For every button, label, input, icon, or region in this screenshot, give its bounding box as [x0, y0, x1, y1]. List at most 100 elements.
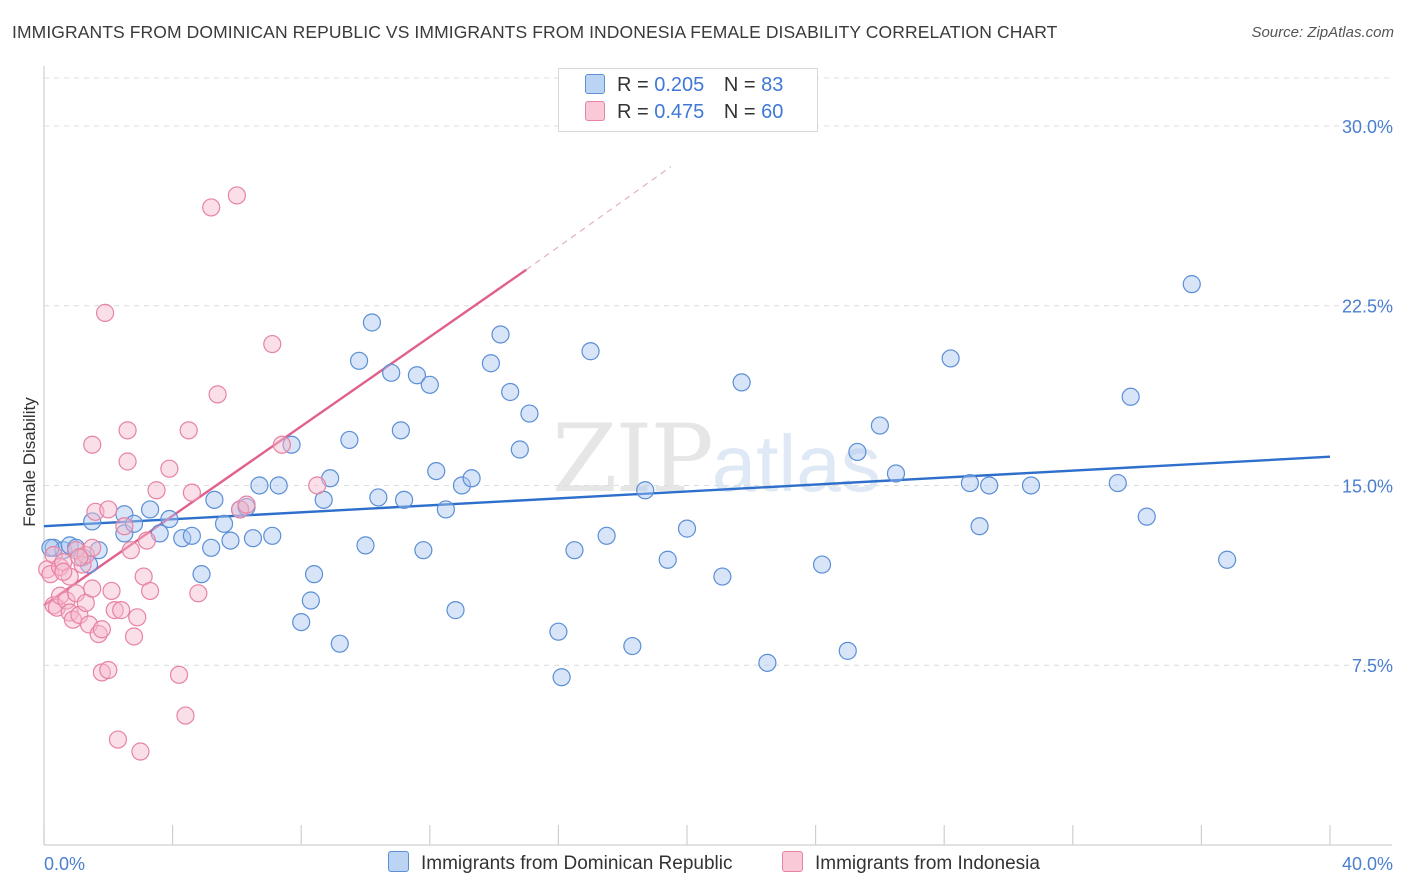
chart-title: IMMIGRANTS FROM DOMINICAN REPUBLIC VS IM… [12, 22, 1058, 42]
point-dominican [263, 526, 282, 545]
point-dominican [301, 591, 320, 610]
point-indonesia [237, 495, 256, 514]
bottom-legend-dominican: Immigrants from Dominican Republic [388, 851, 733, 875]
point-indonesia [189, 584, 208, 603]
point-dominican [349, 351, 369, 370]
point-dominican [501, 382, 520, 402]
point-dominican [1218, 550, 1237, 569]
point-indonesia [202, 198, 221, 217]
point-indonesia [208, 385, 227, 404]
point-indonesia [83, 435, 102, 454]
point-indonesia [140, 581, 160, 601]
point-dominican [758, 653, 777, 672]
point-dominican [140, 500, 160, 519]
point-indonesia [169, 665, 189, 684]
point-dominican [549, 622, 568, 641]
point-dominican [677, 519, 697, 538]
point-indonesia [118, 421, 137, 440]
legend-r-label: R = [617, 101, 649, 123]
legend-n-label: N = [723, 101, 756, 123]
legend-row-indonesia: R = 0.475 N = 60 [585, 101, 783, 129]
point-indonesia [57, 591, 76, 610]
point-dominican [214, 514, 234, 533]
point-dominican [414, 541, 433, 560]
legend-swatch-dominican [585, 74, 605, 94]
point-indonesia [227, 186, 246, 205]
point-indonesia [83, 579, 102, 598]
point-dominican [202, 538, 221, 557]
point-dominican [330, 634, 349, 653]
point-dominican [407, 366, 427, 385]
point-dominican [838, 641, 857, 660]
point-dominican [1021, 476, 1041, 495]
point-dominican [362, 313, 382, 332]
watermark: ZIPatlas [552, 405, 881, 514]
trend-line-dominican [43, 455, 1331, 528]
point-dominican [391, 421, 410, 440]
correlation-legend: R = 0.205 N = 83 R = 0.475 N = 60 [558, 68, 818, 132]
x-tick-label: 40.0% [1342, 854, 1393, 874]
trend-line-indonesia [43, 268, 527, 607]
point-dominican [481, 354, 500, 373]
point-indonesia [108, 730, 128, 749]
point-dominican [713, 567, 732, 586]
y-tick-label: 30.0% [1342, 117, 1393, 137]
point-indonesia [54, 562, 73, 581]
legend-r-label: R = [617, 74, 649, 96]
point-dominican [970, 517, 989, 536]
point-dominican [340, 430, 359, 450]
point-dominican [83, 512, 102, 531]
point-dominican [848, 442, 867, 462]
point-dominican [282, 435, 301, 454]
point-dominican [1182, 275, 1201, 294]
point-dominican [1121, 387, 1140, 406]
point-dominican [292, 612, 311, 632]
point-indonesia [179, 421, 198, 440]
watermark-atlas: atlas [711, 419, 881, 508]
tick-labels: 7.5% 15.0% 22.5% 30.0% 0.0% 40.0% Female Disab… [20, 117, 1393, 874]
axes [43, 66, 1392, 846]
point-indonesia [308, 476, 327, 495]
data-points [38, 186, 1237, 761]
point-indonesia [99, 660, 118, 680]
point-dominican [269, 476, 288, 495]
bottom-legend-label-dominican: Immigrants from Dominican Republic [421, 853, 733, 874]
point-indonesia [137, 531, 156, 550]
point-dominican [382, 363, 401, 382]
point-indonesia [70, 548, 89, 567]
point-dominican [520, 404, 539, 423]
point-dominican [623, 636, 642, 656]
point-dominican [394, 490, 414, 509]
point-dominican [980, 476, 999, 495]
point-indonesia [105, 601, 124, 620]
trend-lines [43, 166, 1331, 607]
point-dominican [243, 529, 263, 548]
point-dominican [941, 349, 960, 368]
point-dominican [420, 375, 439, 394]
point-indonesia [95, 303, 115, 322]
point-indonesia [131, 742, 150, 761]
y-axis-title: Female Disability [20, 397, 39, 527]
point-dominican [221, 531, 240, 550]
bottom-legend-indonesia: Immigrants from Indonesia [782, 851, 1040, 875]
point-indonesia [83, 538, 102, 557]
point-dominican [491, 325, 510, 344]
y-tick-label: 22.5% [1342, 297, 1393, 317]
point-indonesia [50, 557, 70, 577]
point-dominican [160, 509, 179, 529]
watermark-zip: ZIP [552, 405, 714, 514]
legend-n-value: 83 [761, 74, 784, 96]
point-dominican [658, 550, 677, 569]
point-dominican [886, 464, 906, 483]
point-dominican [182, 526, 201, 545]
y-tick-label: 7.5% [1352, 656, 1393, 676]
point-dominican [304, 565, 324, 584]
trend-extension-indonesia [525, 166, 672, 271]
point-dominican [732, 373, 751, 392]
point-indonesia [121, 541, 140, 560]
point-indonesia [115, 517, 134, 536]
legend-n-label: N = [723, 74, 756, 96]
legend-r-value: 0.475 [654, 101, 705, 123]
point-indonesia [182, 483, 201, 502]
